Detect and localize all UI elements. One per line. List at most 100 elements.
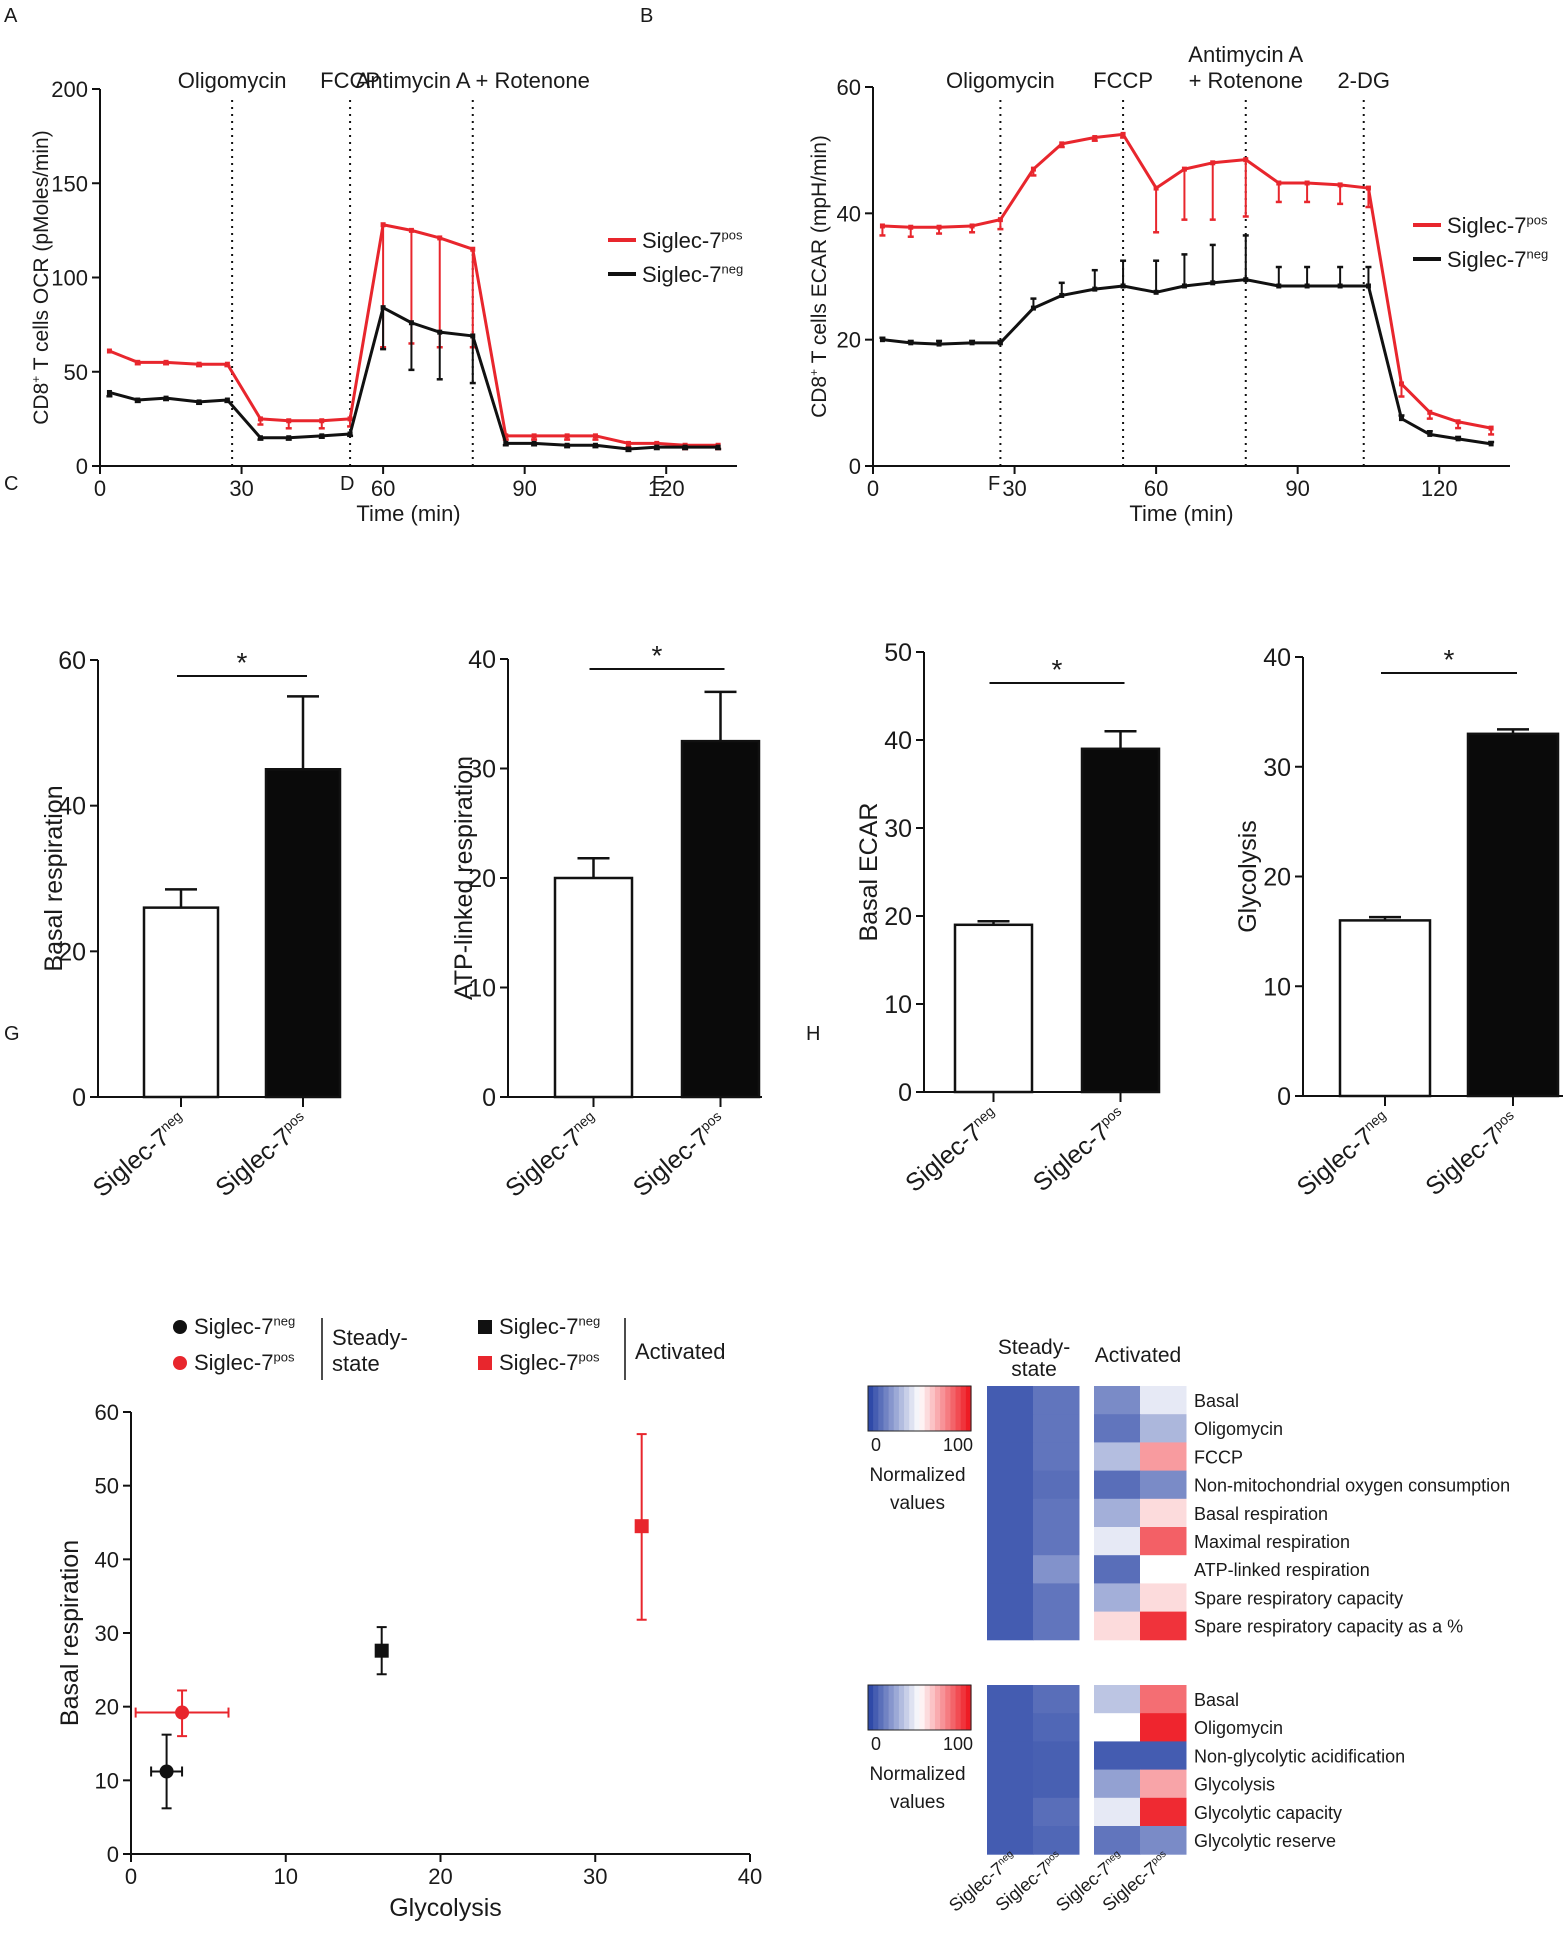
x-tick-label-base: Siglec-7 bbox=[1028, 1118, 1115, 1198]
heatmap-cell bbox=[1140, 1470, 1187, 1500]
colorbar-segment bbox=[924, 1685, 931, 1730]
heatmap-cell bbox=[1094, 1685, 1141, 1714]
data-point bbox=[531, 433, 537, 439]
data-point bbox=[470, 246, 476, 252]
data-point bbox=[1181, 166, 1187, 172]
heatmap-cell bbox=[1094, 1498, 1141, 1528]
chart-h: Basal Oligomycin FCCP Non-mitochondrial oxy… bbox=[867, 1336, 1510, 1916]
x-tick-label-base: Siglec-7 bbox=[628, 1123, 715, 1203]
data-point bbox=[1030, 166, 1036, 172]
y-axis-label: Basal respiration bbox=[40, 785, 68, 971]
heatmap-cell bbox=[987, 1769, 1034, 1799]
colorbar-segment bbox=[909, 1386, 915, 1431]
y-axis-label-sup: + bbox=[29, 376, 43, 383]
y-tick-label: 30 bbox=[468, 756, 496, 784]
x-tick-label: 90 bbox=[512, 476, 536, 501]
y-tick-label: 20 bbox=[95, 1695, 119, 1720]
data-point bbox=[135, 397, 141, 403]
significance-star: * bbox=[1444, 644, 1455, 675]
y-tick-label: 20 bbox=[837, 328, 861, 353]
heatmap-row-label: Glycolytic reserve bbox=[1194, 1831, 1336, 1851]
heatmap-cell bbox=[1033, 1685, 1080, 1714]
data-point bbox=[969, 340, 975, 346]
series-line-neg bbox=[109, 306, 719, 451]
series-neg bbox=[106, 305, 722, 453]
heatmap-cell bbox=[1033, 1826, 1080, 1855]
heatmap-cell bbox=[1140, 1555, 1187, 1584]
y-tick-label: 20 bbox=[468, 865, 496, 893]
data-point bbox=[380, 222, 386, 228]
data-point bbox=[936, 224, 942, 230]
heatmap-cell bbox=[987, 1470, 1034, 1500]
heatmap-cell bbox=[1140, 1442, 1187, 1472]
data-point bbox=[1030, 305, 1036, 311]
heatmap-row-label: Non-mitochondrial oxygen consumption bbox=[1194, 1476, 1510, 1496]
legend-label-sup: pos bbox=[578, 1350, 599, 1365]
colorbar-segment bbox=[893, 1386, 900, 1431]
heatmap-cell bbox=[1033, 1442, 1080, 1472]
y-axis-label: Basal respiration bbox=[56, 1540, 84, 1726]
x-tick-label: 30 bbox=[229, 476, 253, 501]
marker-circle bbox=[159, 1764, 174, 1779]
point-circle-neg bbox=[150, 1733, 184, 1810]
legend-label-pos-base: Siglec-7 bbox=[642, 228, 721, 253]
colorbar-frame bbox=[867, 1385, 972, 1432]
legend-group-label: Activated bbox=[635, 1339, 726, 1364]
panel-label-c: C bbox=[4, 473, 18, 495]
data-point bbox=[437, 235, 443, 241]
data-point bbox=[564, 433, 570, 439]
colorbar-segment bbox=[924, 1386, 931, 1431]
legend-label-base: Siglec-7 bbox=[194, 1350, 273, 1375]
colorbar-min-label: 0 bbox=[871, 1734, 881, 1754]
heatmap-cell bbox=[987, 1442, 1034, 1472]
x-tick-label: 120 bbox=[1421, 476, 1458, 501]
y-tick-label: 60 bbox=[95, 1400, 119, 1425]
x-tick-label: 20 bbox=[428, 1864, 452, 1889]
data-point bbox=[1337, 283, 1343, 289]
x-tick-label: 30 bbox=[583, 1864, 607, 1889]
heatmap-cell bbox=[1094, 1741, 1141, 1771]
colorbar-segment bbox=[955, 1386, 962, 1431]
series-pos bbox=[879, 131, 1495, 436]
series-pos bbox=[106, 222, 722, 451]
colorbar-segment bbox=[868, 1386, 874, 1431]
bar-neg bbox=[142, 906, 220, 1099]
data-point bbox=[592, 442, 598, 448]
legend-marker-neg bbox=[173, 1320, 187, 1334]
heatmap-cell bbox=[987, 1685, 1034, 1714]
colorbar-segment bbox=[883, 1685, 890, 1730]
legend-label-pos-sup: pos bbox=[1526, 213, 1547, 228]
bar-neg bbox=[1338, 919, 1432, 1098]
data-point bbox=[1276, 283, 1282, 289]
y-tick-label: 10 bbox=[95, 1768, 119, 1793]
x-tick-label: Siglec-7neg bbox=[1291, 1107, 1396, 1202]
heatmap-cell bbox=[1140, 1685, 1187, 1714]
bar-neg bbox=[553, 876, 634, 1099]
x-tick-label: Siglec-7pos bbox=[1028, 1103, 1133, 1197]
heatmap-cell bbox=[987, 1386, 1034, 1415]
legend-label-sup: neg bbox=[273, 1314, 295, 1329]
data-point bbox=[380, 305, 386, 311]
data-point bbox=[1488, 425, 1494, 431]
heatmap-cell bbox=[1033, 1583, 1080, 1613]
data-point bbox=[319, 433, 325, 439]
x-axis-label: Glycolysis bbox=[389, 1894, 502, 1922]
heatmap-cell bbox=[987, 1414, 1034, 1443]
legend-label-neg-sup: neg bbox=[721, 262, 743, 277]
y-tick-label: 40 bbox=[837, 201, 861, 226]
x-tick-label: 40 bbox=[738, 1864, 762, 1889]
data-point bbox=[1153, 289, 1159, 295]
colorbar-segment bbox=[909, 1685, 915, 1730]
data-point bbox=[470, 333, 476, 339]
y-tick-label: 0 bbox=[1277, 1083, 1291, 1111]
y-tick-label: 200 bbox=[51, 77, 88, 102]
data-point bbox=[1427, 409, 1433, 415]
y-tick-label: 0 bbox=[76, 454, 88, 479]
y-tick-label: 50 bbox=[95, 1474, 119, 1499]
colorbar-frame bbox=[867, 1684, 972, 1731]
heatmap-cell bbox=[987, 1527, 1034, 1556]
data-point bbox=[408, 320, 414, 326]
y-tick-label: 50 bbox=[884, 639, 912, 667]
colorbar-segment bbox=[878, 1685, 885, 1730]
heatmap-cell bbox=[1094, 1555, 1141, 1584]
